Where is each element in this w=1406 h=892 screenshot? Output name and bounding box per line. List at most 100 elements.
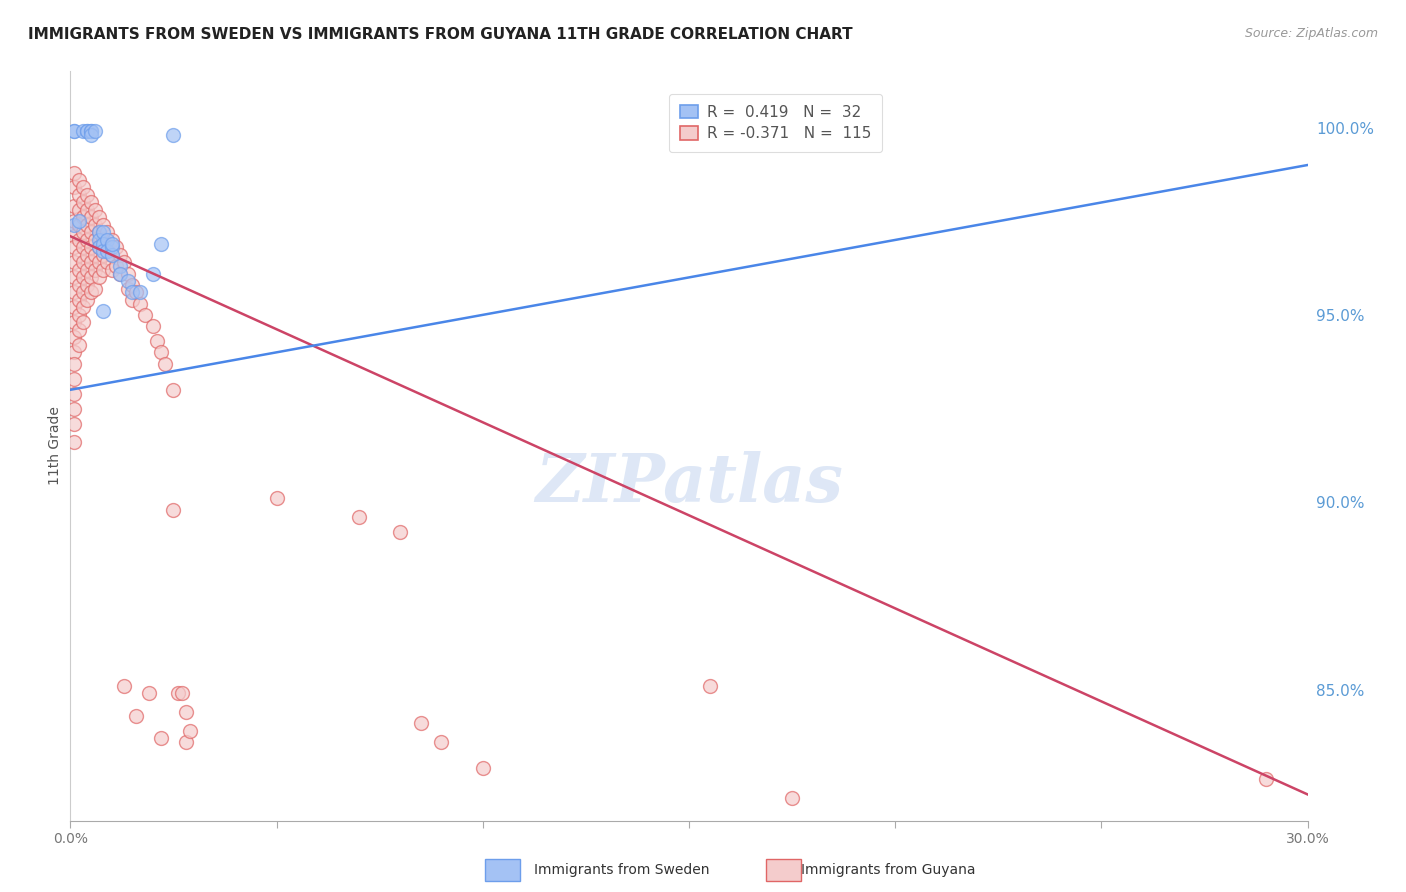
- Text: ZIPatlas: ZIPatlas: [536, 451, 842, 516]
- Point: [125, 285, 148, 300]
- Y-axis label: 11th Grade: 11th Grade: [48, 407, 62, 485]
- Point: [91, 248, 114, 262]
- Point: [63, 285, 86, 300]
- Point: [63, 357, 86, 371]
- Point: [174, 705, 197, 719]
- Point: [125, 708, 148, 723]
- Point: [96, 255, 118, 269]
- Point: [1256, 772, 1278, 787]
- Point: [63, 345, 86, 359]
- Text: Immigrants from Sweden: Immigrants from Sweden: [534, 863, 710, 877]
- Point: [63, 255, 86, 269]
- Point: [80, 195, 103, 210]
- Point: [80, 270, 103, 285]
- Point: [67, 202, 90, 217]
- Point: [138, 686, 160, 700]
- Point: [84, 124, 107, 138]
- Point: [80, 240, 103, 254]
- Point: [89, 226, 111, 240]
- Point: [117, 274, 139, 288]
- Point: [89, 211, 111, 225]
- Point: [89, 240, 111, 254]
- Point: [63, 165, 86, 179]
- Point: [100, 248, 122, 262]
- Point: [108, 248, 131, 262]
- Point: [63, 214, 86, 228]
- Point: [430, 735, 453, 749]
- Point: [146, 334, 169, 348]
- Point: [117, 267, 139, 281]
- Point: [91, 218, 114, 232]
- Point: [84, 218, 107, 232]
- Point: [174, 735, 197, 749]
- Point: [63, 435, 86, 450]
- Point: [100, 236, 122, 251]
- Point: [63, 218, 86, 232]
- Point: [63, 401, 86, 416]
- Point: [63, 371, 86, 385]
- Point: [76, 202, 98, 217]
- Point: [63, 417, 86, 431]
- Point: [129, 296, 152, 310]
- Point: [84, 202, 107, 217]
- Point: [100, 263, 122, 277]
- Point: [67, 173, 90, 187]
- Point: [67, 214, 90, 228]
- Point: [84, 248, 107, 262]
- Point: [108, 267, 131, 281]
- Point: [91, 233, 114, 247]
- Point: [150, 236, 173, 251]
- Point: [72, 301, 94, 315]
- Point: [80, 285, 103, 300]
- Point: [76, 263, 98, 277]
- Point: [129, 285, 152, 300]
- Point: [121, 285, 143, 300]
- Point: [67, 277, 90, 292]
- Point: [67, 293, 90, 307]
- Point: [162, 502, 184, 516]
- Point: [72, 180, 94, 194]
- Point: [91, 244, 114, 259]
- Point: [96, 233, 118, 247]
- Point: [76, 277, 98, 292]
- Point: [91, 304, 114, 318]
- Point: [134, 308, 156, 322]
- Point: [67, 263, 90, 277]
- Point: [96, 244, 118, 259]
- Text: Source: ZipAtlas.com: Source: ZipAtlas.com: [1244, 27, 1378, 40]
- Point: [96, 226, 118, 240]
- Point: [91, 263, 114, 277]
- Point: [72, 226, 94, 240]
- Point: [162, 383, 184, 397]
- Point: [89, 270, 111, 285]
- Point: [72, 240, 94, 254]
- Point: [63, 124, 86, 138]
- Point: [112, 255, 135, 269]
- Point: [104, 240, 127, 254]
- Point: [100, 248, 122, 262]
- Point: [72, 124, 94, 138]
- Point: [76, 233, 98, 247]
- Point: [170, 686, 193, 700]
- Point: [347, 510, 370, 524]
- Point: [162, 128, 184, 142]
- Point: [100, 240, 122, 254]
- Point: [72, 195, 94, 210]
- Point: [179, 723, 201, 738]
- Point: [117, 282, 139, 296]
- Point: [72, 255, 94, 269]
- Point: [67, 233, 90, 247]
- Point: [67, 323, 90, 337]
- Point: [63, 180, 86, 194]
- Point: [142, 319, 165, 334]
- Point: [80, 124, 103, 138]
- Point: [63, 124, 86, 138]
- Point: [80, 211, 103, 225]
- Point: [63, 386, 86, 401]
- Point: [76, 124, 98, 138]
- Point: [89, 240, 111, 254]
- Point: [108, 267, 131, 281]
- Text: Immigrants from Guyana: Immigrants from Guyana: [801, 863, 976, 877]
- Point: [471, 761, 494, 775]
- Point: [67, 188, 90, 202]
